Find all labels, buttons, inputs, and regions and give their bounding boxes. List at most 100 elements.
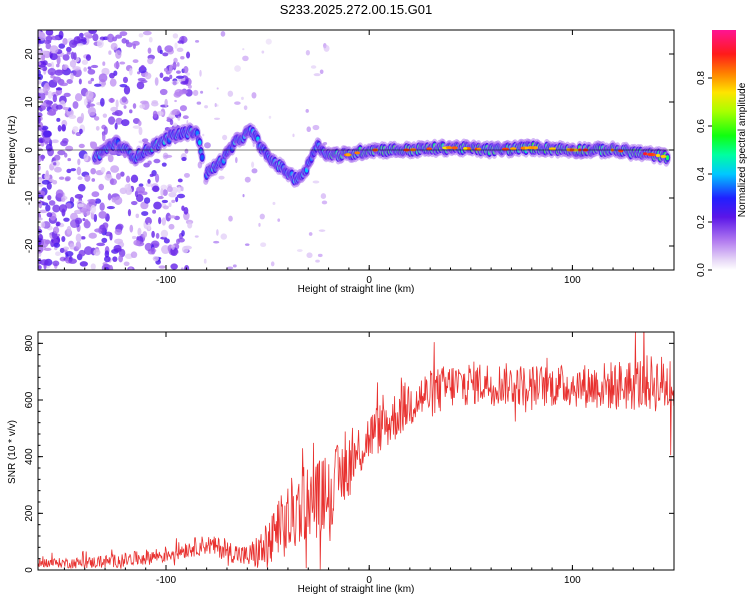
noise-blob (152, 185, 160, 193)
noise-blob (104, 250, 110, 258)
noise-blob (132, 59, 139, 64)
noise-blob (55, 87, 63, 91)
noise-blob (155, 232, 160, 239)
noise-blob (120, 171, 125, 177)
snr-xtick-label: 100 (564, 575, 581, 586)
noise-blob (320, 193, 327, 200)
noise-blob (135, 194, 144, 203)
noise-blob (64, 176, 71, 182)
noise-blob (104, 267, 109, 270)
noise-blob (127, 209, 132, 217)
noise-blob (63, 92, 71, 98)
noise-blob (45, 204, 51, 212)
noise-blob (319, 69, 324, 75)
noise-blob (141, 211, 149, 217)
noise-blob (138, 126, 143, 136)
noise-blob (192, 89, 199, 96)
noise-blob (109, 72, 115, 79)
noise-blob (155, 173, 160, 183)
noise-blob (162, 76, 171, 82)
noise-blob (176, 62, 180, 67)
snr-xtick-label: 0 (366, 575, 372, 586)
noise-blob (244, 243, 250, 246)
noise-blob (112, 256, 118, 262)
noise-blob (65, 202, 72, 209)
noise-blob (232, 264, 237, 268)
noise-blob (179, 105, 188, 112)
noise-blob (187, 84, 192, 89)
noise-blob (103, 126, 108, 135)
noise-blob (38, 178, 45, 187)
noise-blob (98, 210, 107, 219)
noise-blob (139, 104, 146, 109)
noise-blob (136, 81, 145, 90)
noise-blob (167, 48, 174, 55)
noise-blob (98, 183, 105, 191)
noise-blob (228, 215, 233, 222)
ridge-hotspot (476, 147, 482, 151)
noise-blob (74, 93, 83, 102)
noise-blob (123, 261, 130, 267)
noise-blob (38, 194, 44, 198)
noise-blob (119, 61, 126, 65)
ridge-hotspot (521, 146, 526, 150)
noise-blob (138, 120, 142, 126)
noise-blob (107, 193, 112, 201)
noise-blob (44, 39, 48, 45)
noise-blob (41, 179, 50, 185)
noise-blob (61, 65, 68, 70)
noise-blob (88, 232, 97, 239)
noise-blob (91, 178, 96, 182)
noise-blob (181, 205, 185, 211)
noise-blob (82, 217, 86, 222)
noise-blob (60, 140, 68, 147)
noise-blob (159, 49, 163, 55)
noise-blob (268, 115, 272, 119)
noise-blob (159, 88, 168, 96)
noise-blob (177, 186, 182, 193)
noise-blob (75, 241, 82, 250)
noise-blob (148, 36, 153, 43)
noise-blob (87, 66, 92, 70)
noise-blob (305, 108, 309, 113)
noise-blob (308, 232, 313, 236)
noise-blob (48, 178, 55, 183)
noise-blob (58, 30, 64, 39)
noise-blob (261, 50, 265, 54)
noise-blob (132, 125, 141, 129)
noise-blob (45, 170, 49, 177)
noise-blob (52, 226, 60, 234)
noise-blob (138, 33, 144, 38)
noise-blob (153, 201, 162, 210)
noise-blob (59, 247, 65, 253)
noise-blob (196, 101, 202, 105)
noise-blob (77, 158, 81, 166)
noise-blob (69, 243, 75, 250)
snr-panel: -100 0 100 0 200 400 600 800 Height of straight… (7, 331, 675, 595)
noise-blob (110, 165, 120, 173)
noise-blob (133, 239, 140, 246)
noise-blob (47, 194, 52, 201)
spectrogram-ytick-label: 10 (24, 96, 35, 108)
noise-blob (222, 134, 228, 141)
noise-blob (216, 229, 219, 236)
snr-frame (37, 331, 675, 571)
noise-blob (59, 82, 68, 87)
spectrogram-ytick-label: -10 (24, 190, 35, 205)
noise-blob (186, 51, 191, 59)
noise-blob (174, 42, 178, 49)
noise-blob (43, 247, 52, 252)
noise-blob (204, 105, 208, 109)
colorbar-gradient (712, 30, 736, 270)
noise-blob (147, 178, 151, 184)
noise-blob (123, 85, 131, 95)
noise-blob (122, 76, 129, 84)
noise-blob (194, 235, 199, 238)
noise-blob (38, 80, 42, 85)
noise-blob (152, 110, 158, 119)
noise-blob (165, 212, 171, 222)
noise-blob (52, 204, 61, 213)
noise-blob (96, 242, 106, 247)
noise-blob (93, 248, 101, 256)
noise-blob (194, 39, 200, 43)
